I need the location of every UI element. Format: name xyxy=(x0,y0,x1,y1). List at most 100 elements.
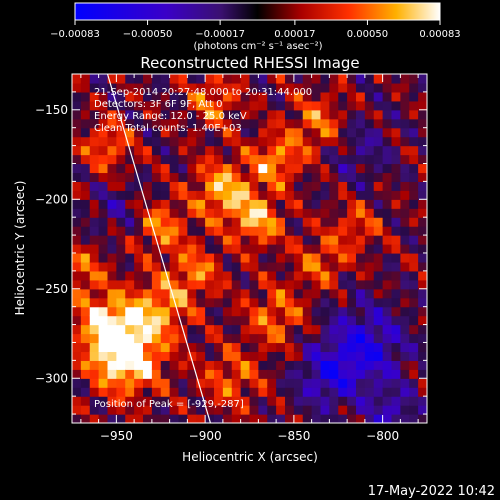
heatmap-cell xyxy=(267,414,277,423)
heatmap-cell xyxy=(205,288,215,299)
heatmap-cell xyxy=(329,315,339,326)
heatmap-cell xyxy=(267,324,277,335)
heatmap-cell xyxy=(98,208,109,218)
heatmap-cell xyxy=(89,208,100,218)
heatmap-cell xyxy=(214,163,224,174)
heatmap-cell xyxy=(187,387,197,397)
heatmap-cell xyxy=(214,244,224,254)
heatmap-cell xyxy=(80,163,91,174)
heatmap-cell xyxy=(196,342,206,353)
heatmap-cell xyxy=(134,297,144,308)
heatmap-cell xyxy=(80,396,91,406)
heatmap-cell xyxy=(134,270,144,281)
heatmap-cell xyxy=(285,396,295,406)
heatmap-cell xyxy=(187,74,197,84)
heatmap-cell xyxy=(382,136,393,147)
heatmap-cell xyxy=(72,288,82,299)
heatmap-cell xyxy=(72,261,82,272)
heatmap-cell xyxy=(151,172,162,182)
heatmap-cell xyxy=(125,333,135,344)
heatmap-cell xyxy=(80,288,91,299)
heatmap-cell xyxy=(98,369,109,379)
heatmap-cell xyxy=(249,360,259,370)
heatmap-cell xyxy=(329,396,339,406)
heatmap-cell xyxy=(222,369,233,379)
heatmap-cell xyxy=(89,244,100,254)
heatmap-cell xyxy=(231,82,242,93)
heatmap-cell xyxy=(373,396,384,406)
heatmap-cell xyxy=(364,118,375,129)
heatmap-cell xyxy=(187,100,197,111)
heatmap-cell xyxy=(196,396,206,406)
heatmap-cell xyxy=(356,208,366,218)
heatmap-cell xyxy=(80,342,91,353)
heatmap-cell xyxy=(391,270,401,281)
heatmap-cell xyxy=(231,297,242,308)
heatmap-cell xyxy=(329,154,339,165)
heatmap-cell xyxy=(382,252,393,263)
heatmap-cell xyxy=(205,82,215,93)
heatmap-cell xyxy=(409,208,419,218)
heatmap-cell xyxy=(196,306,206,317)
heatmap-cell xyxy=(391,324,401,335)
heatmap-cell xyxy=(382,109,393,120)
heatmap-cell xyxy=(98,136,109,147)
heatmap-cell xyxy=(151,217,162,227)
heatmap-cell xyxy=(267,252,277,263)
heatmap-cell xyxy=(293,136,304,147)
heatmap-cell xyxy=(187,414,197,423)
heatmap-cell xyxy=(267,369,277,379)
heatmap-cell xyxy=(214,109,224,120)
heatmap-cell xyxy=(214,261,224,272)
heatmap-cell xyxy=(347,208,357,218)
heatmap-cell xyxy=(267,351,277,361)
heatmap-cell xyxy=(329,369,339,379)
heatmap-cell xyxy=(364,297,375,308)
heatmap-cell xyxy=(356,163,366,174)
heatmap-cell xyxy=(125,118,135,129)
heatmap-cell xyxy=(418,261,427,272)
heatmap-cell xyxy=(169,324,180,335)
heatmap-cell xyxy=(178,118,188,129)
heatmap-cell xyxy=(240,217,251,227)
heatmap-cell xyxy=(160,351,171,361)
heatmap-cell xyxy=(338,109,348,120)
heatmap-cell xyxy=(134,100,144,111)
heatmap-cell xyxy=(356,91,366,102)
heatmap-cell xyxy=(400,252,410,263)
heatmap-cell xyxy=(89,270,100,281)
heatmap-cell xyxy=(72,378,82,388)
heatmap-cell xyxy=(125,74,135,84)
heatmap-cell xyxy=(240,74,251,84)
heatmap-cell xyxy=(134,360,144,370)
heatmap-cell xyxy=(231,109,242,120)
heatmap-cell xyxy=(356,127,366,138)
heatmap-cell xyxy=(214,369,224,379)
heatmap-cell xyxy=(89,306,100,317)
heatmap-cell xyxy=(205,74,215,84)
heatmap-cell xyxy=(231,136,242,147)
heatmap-cell xyxy=(178,154,188,165)
heatmap-cell xyxy=(98,109,109,120)
heatmap-cell xyxy=(178,252,188,263)
heatmap-cell xyxy=(364,154,375,165)
heatmap-cell xyxy=(240,181,251,191)
annotation-detectors: Detectors: 3F 6F 9F, Att 0 xyxy=(94,99,222,110)
heatmap-cell xyxy=(249,315,259,326)
heatmap-cell xyxy=(143,405,153,415)
heatmap-cell xyxy=(89,342,100,353)
heatmap-cell xyxy=(89,360,100,370)
heatmap-cell xyxy=(347,100,357,111)
heatmap-cell xyxy=(151,127,162,138)
heatmap-cell xyxy=(160,154,171,165)
heatmap-cell xyxy=(329,387,339,397)
heatmap-cell xyxy=(258,351,268,361)
heatmap-cell xyxy=(329,127,339,138)
heatmap-cell xyxy=(231,244,242,254)
heatmap-cell xyxy=(347,172,357,182)
heatmap-cell xyxy=(258,127,268,138)
heatmap-cell xyxy=(320,100,330,111)
heatmap-cell xyxy=(89,226,100,236)
heatmap-cell xyxy=(267,315,277,326)
heatmap-cell xyxy=(391,369,401,379)
